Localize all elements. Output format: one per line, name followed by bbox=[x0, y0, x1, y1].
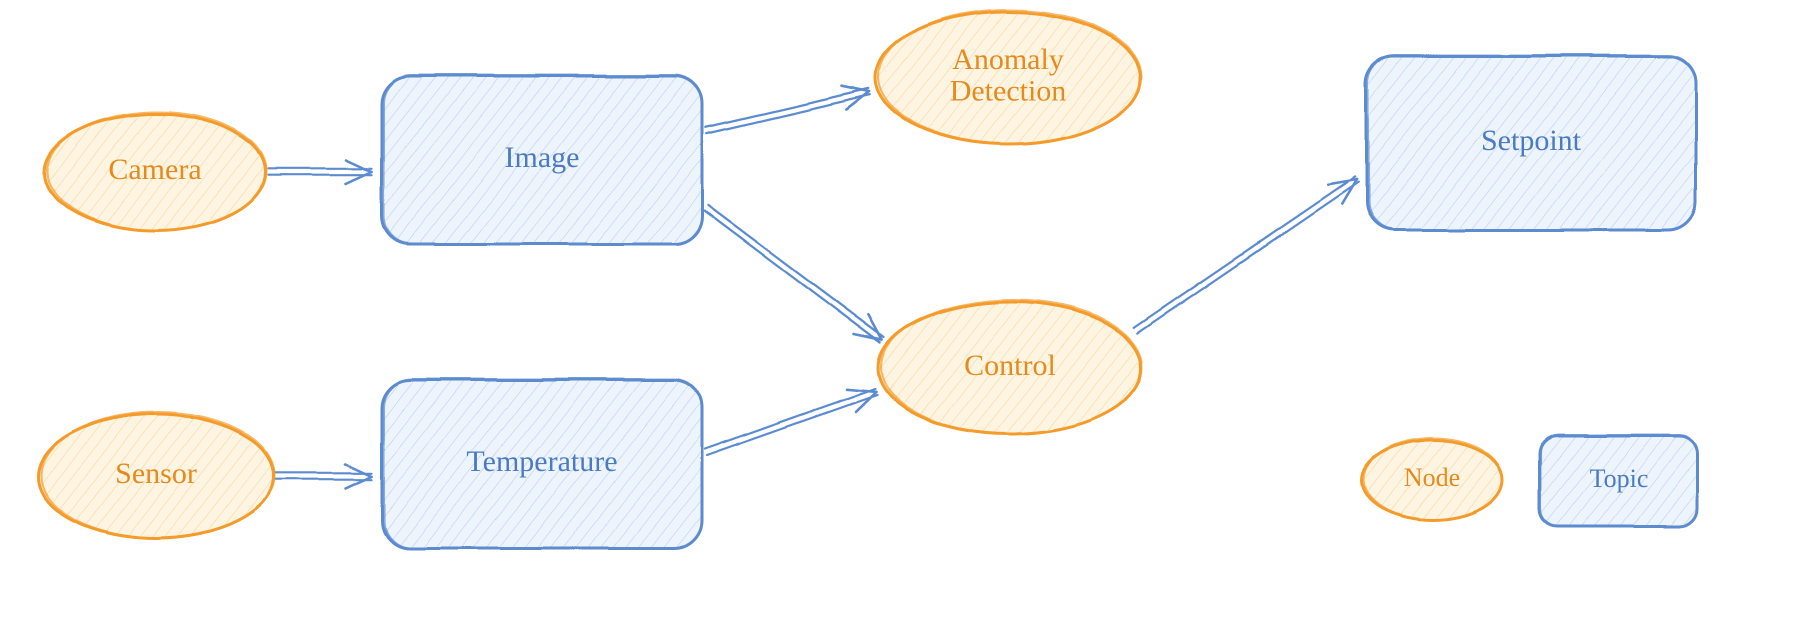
edge-camera-to-image bbox=[268, 160, 372, 184]
edge-sensor-to-temp bbox=[276, 464, 372, 488]
legend-node-label: Node bbox=[1404, 463, 1460, 492]
edge-image-to-anomaly bbox=[705, 86, 870, 133]
legend-topic-label: Topic bbox=[1590, 464, 1649, 493]
node-label-anomaly: Anomaly bbox=[952, 43, 1064, 76]
node-label-anomaly: Detection bbox=[950, 75, 1067, 108]
edge-temp-to-control bbox=[705, 389, 877, 455]
diagram-canvas: Camera Sensor Image Temperature AnomalyDetec… bbox=[0, 0, 1800, 619]
node-label-sensor: Sensor bbox=[115, 457, 197, 490]
node-label-setpoint: Setpoint bbox=[1481, 124, 1582, 157]
node-label-image: Image bbox=[505, 141, 580, 174]
node-label-control: Control bbox=[964, 349, 1056, 382]
node-label-camera: Camera bbox=[108, 153, 201, 186]
node-label-temp: Temperature bbox=[466, 445, 617, 478]
edge-control-to-setpoint bbox=[1134, 177, 1358, 332]
edge-image-to-control bbox=[704, 205, 884, 342]
